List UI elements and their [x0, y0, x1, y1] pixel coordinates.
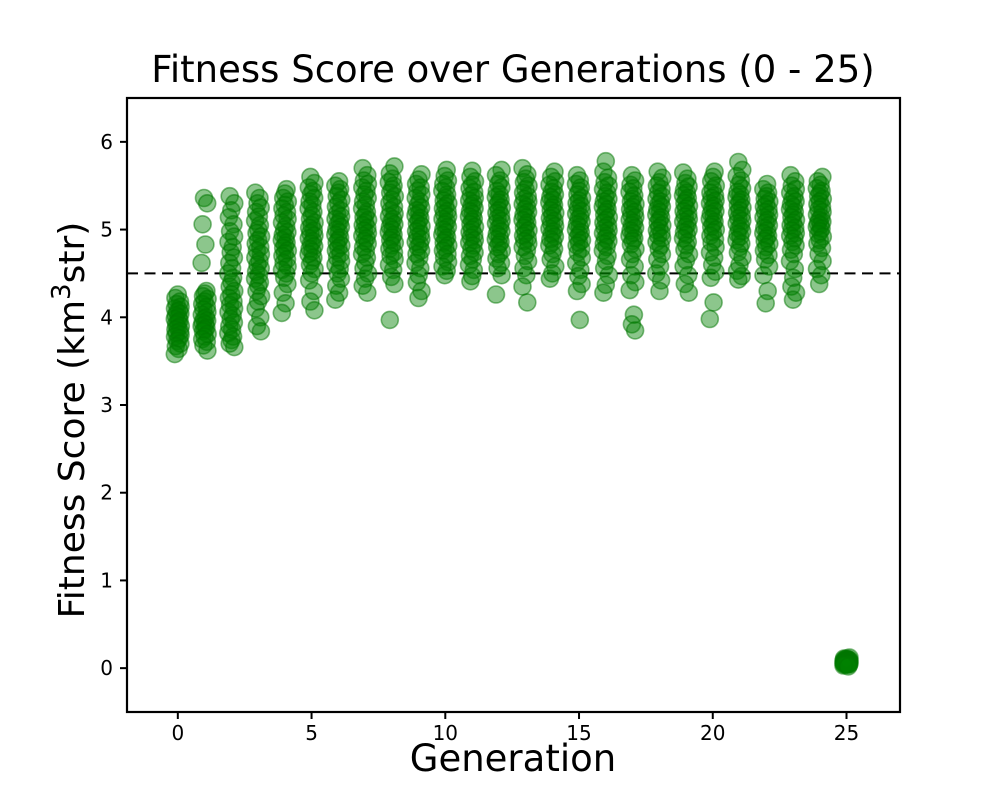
scatter-point	[192, 253, 211, 273]
scatter-point	[620, 280, 640, 300]
scatter-point	[325, 290, 345, 310]
scatter-point	[193, 215, 212, 234]
scatter-point	[594, 283, 613, 303]
scatter-point	[272, 303, 292, 323]
scatter-point	[197, 194, 217, 213]
scatter-point	[435, 265, 455, 285]
scatter-point	[838, 657, 858, 676]
scatter-point	[276, 293, 295, 313]
scatter-point	[700, 309, 720, 329]
scatter-point	[492, 265, 511, 285]
scatter-point	[301, 292, 320, 311]
scatter-point	[567, 281, 587, 301]
scatter-point	[486, 285, 506, 304]
scatter-point	[461, 271, 480, 291]
scatter-point	[517, 293, 537, 312]
scatter-point	[194, 188, 214, 208]
y-axis-label-superscript: 3	[47, 283, 77, 300]
scatter-point	[728, 270, 748, 289]
scatter-point	[380, 310, 400, 330]
y-tick-label: 2	[100, 481, 113, 505]
y-axis-label-prefix: Fitness Score (km	[52, 300, 93, 618]
x-tick-label: 25	[834, 721, 859, 745]
scatter-point	[299, 271, 319, 290]
scatter-point	[625, 321, 645, 340]
scatter-point	[196, 235, 215, 254]
scatter-point	[198, 341, 217, 360]
x-tick-label: 20	[700, 721, 725, 745]
scatter-point	[540, 229, 560, 249]
y-tick-label: 5	[100, 218, 113, 242]
scatter-point	[273, 283, 293, 303]
scatter-point	[679, 283, 699, 303]
x-tick-label: 15	[566, 721, 591, 745]
scatter-point	[756, 293, 776, 313]
scatter-point	[251, 321, 271, 341]
scatter-point	[570, 310, 590, 330]
y-tick-label: 6	[100, 130, 113, 154]
x-axis-ticks: 0 5 10 15 20 25	[171, 712, 859, 745]
chart-title: Fitness Score over Generations (0 - 25)	[151, 48, 874, 91]
scatter-point	[165, 344, 185, 364]
scatter-point	[410, 258, 430, 278]
scatter-point	[704, 248, 724, 267]
scatter-point	[596, 251, 616, 271]
scatter-point	[675, 274, 695, 294]
y-axis-ticks: 0 1 2 3 4 5 6	[100, 130, 127, 680]
scatter-point	[385, 274, 404, 294]
y-axis-label-suffix: str)	[52, 222, 93, 284]
x-tick-label: 5	[305, 721, 318, 745]
scatter-point	[650, 281, 669, 301]
scatter-point	[704, 293, 723, 312]
scatter-point	[225, 337, 244, 357]
scatter-point	[304, 281, 324, 301]
y-axis-label: Fitness Score (km3str)	[47, 222, 93, 619]
scatter-point	[407, 272, 427, 292]
scatter-point	[409, 288, 428, 308]
scatter-point	[513, 277, 532, 296]
scatter-point	[383, 260, 403, 280]
scatter-point	[516, 265, 536, 285]
y-tick-label: 4	[100, 305, 113, 329]
scatter-point	[783, 290, 803, 310]
scatter-point	[357, 283, 377, 303]
scatter-point	[305, 300, 324, 320]
scatter-point	[278, 274, 297, 294]
y-tick-label: 3	[100, 393, 113, 417]
scatter-point	[540, 269, 560, 289]
scatter-point	[754, 265, 773, 285]
x-tick-label: 10	[433, 721, 458, 745]
x-axis-label: Generation	[410, 737, 616, 780]
x-tick-label: 0	[171, 721, 184, 745]
scatter-points-layer	[165, 151, 859, 676]
scatter-point	[701, 268, 721, 288]
scatter-point	[809, 274, 829, 294]
y-tick-label: 1	[100, 568, 113, 592]
y-tick-label: 0	[100, 656, 113, 680]
